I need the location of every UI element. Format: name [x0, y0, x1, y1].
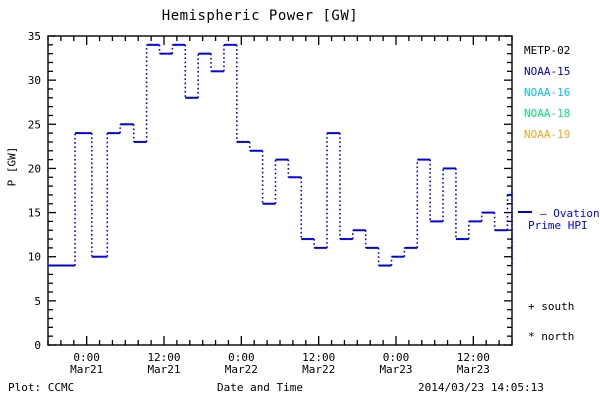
svg-text:20: 20 [28, 162, 41, 175]
x-tick-time: 0:00 [382, 351, 410, 364]
legend-item-noaa-19: NOAA-19 [524, 128, 571, 141]
svg-text:30: 30 [28, 74, 41, 87]
x-tick-label-2: 0:00 Mar22 [206, 352, 276, 376]
chart-title: Hemispheric Power [GW] [161, 8, 359, 24]
x-tick-label-4: 0:00 Mar23 [361, 352, 431, 376]
x-tick-time: 12:00 [302, 351, 336, 364]
x-tick-date: Mar21 [70, 363, 104, 376]
x-tick-date: Mar22 [224, 363, 258, 376]
svg-text:10: 10 [28, 251, 41, 264]
timestamp-footer: 2014/03/23 14:05:13 [418, 381, 544, 394]
legend-item-metp-02: METP-02 [524, 44, 571, 57]
svg-text:15: 15 [28, 207, 41, 220]
legend-item-noaa-15: NOAA-15 [524, 65, 571, 78]
south-symbol-legend: + south [528, 300, 575, 313]
x-tick-date: Mar23 [456, 363, 490, 376]
plot-source-footer: Plot: CCMC [8, 381, 75, 394]
x-tick-date: Mar23 [379, 363, 413, 376]
svg-text:0: 0 [34, 339, 41, 352]
x-tick-time: 0:00 [228, 351, 255, 364]
x-tick-label-0: 0:00 Mar21 [52, 352, 122, 376]
x-tick-time: 0:00 [73, 351, 100, 364]
north-symbol-legend: * north [528, 330, 575, 343]
x-tick-label-3: 12:00 Mar22 [284, 352, 354, 376]
x-tick-time: 12:00 [456, 351, 490, 364]
data-series-ovation-prime-hpi [48, 43, 513, 267]
x-tick-time: 12:00 [147, 351, 181, 364]
x-tick-label-5: 12:00 Mar23 [438, 352, 508, 376]
svg-text:35: 35 [28, 30, 41, 43]
ovation-legend-line2: Prime HPI [528, 219, 588, 232]
x-axis-title: Date and Time [216, 381, 304, 394]
ovation-legend-line1: – Ovation [540, 207, 600, 220]
x-tick-date: Mar22 [302, 363, 336, 376]
svg-text:25: 25 [28, 118, 41, 131]
legend-item-noaa-18: NOAA-18 [524, 107, 571, 120]
legend-item-noaa-16: NOAA-16 [524, 86, 571, 99]
x-tick-date: Mar21 [147, 363, 181, 376]
x-tick-label-1: 12:00 Mar21 [129, 352, 199, 376]
svg-text:5: 5 [34, 295, 41, 308]
